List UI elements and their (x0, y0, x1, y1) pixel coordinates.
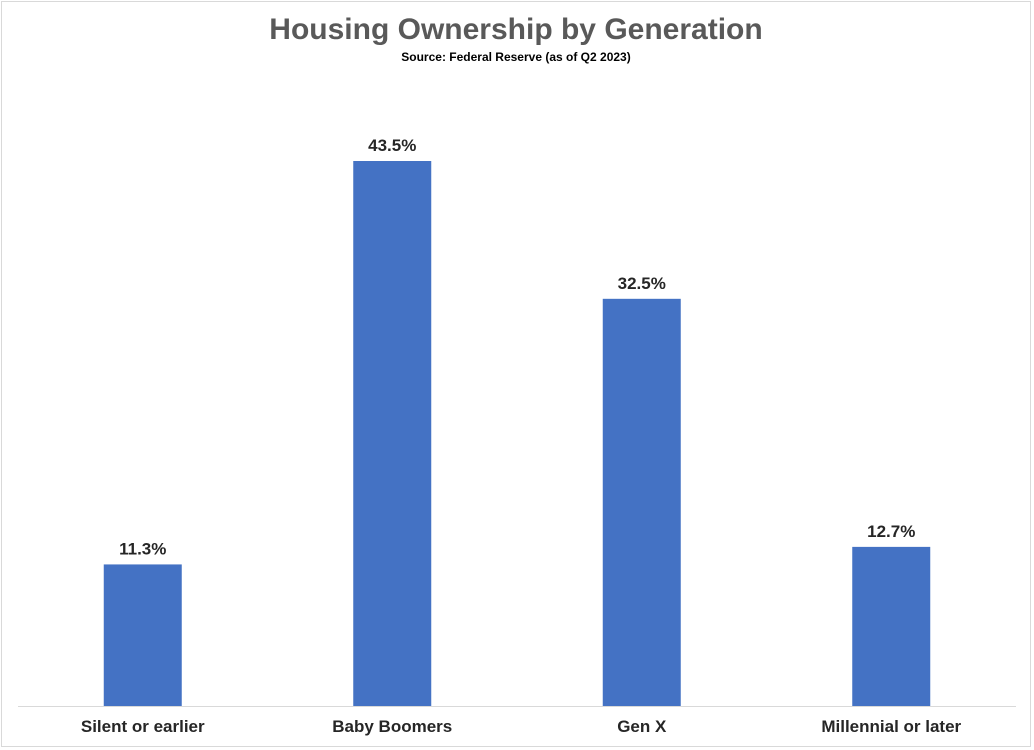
value-labels-group: 11.3% 43.5% 32.5% 12.7% (119, 136, 915, 558)
data-label: 32.5% (618, 274, 666, 293)
bar-baby-boomers (353, 161, 432, 706)
bar-gen-x (602, 298, 681, 706)
data-label: 11.3% (119, 539, 166, 558)
bars-group (103, 161, 931, 706)
data-label: 43.5% (368, 136, 416, 155)
data-label: 12.7% (867, 522, 915, 541)
chart-subtitle: Source: Federal Reserve (as of Q2 2023) (401, 50, 631, 64)
category-labels-group: Silent or earlier Baby Boomers Gen X Millen… (81, 717, 962, 736)
x-tick-label: Silent or earlier (81, 717, 205, 736)
x-tick-label: Millennial or later (821, 717, 961, 736)
chart-title: Housing Ownership by Generation (269, 13, 763, 46)
bar-silent-or-earlier (103, 564, 182, 706)
x-tick-label: Gen X (617, 717, 667, 736)
x-tick-label: Baby Boomers (332, 717, 452, 736)
bar-millennial-or-later (852, 546, 931, 706)
